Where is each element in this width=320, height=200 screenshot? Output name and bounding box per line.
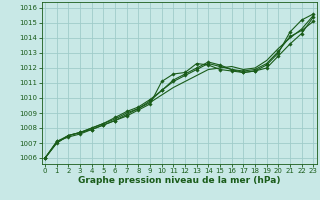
- X-axis label: Graphe pression niveau de la mer (hPa): Graphe pression niveau de la mer (hPa): [78, 176, 280, 185]
